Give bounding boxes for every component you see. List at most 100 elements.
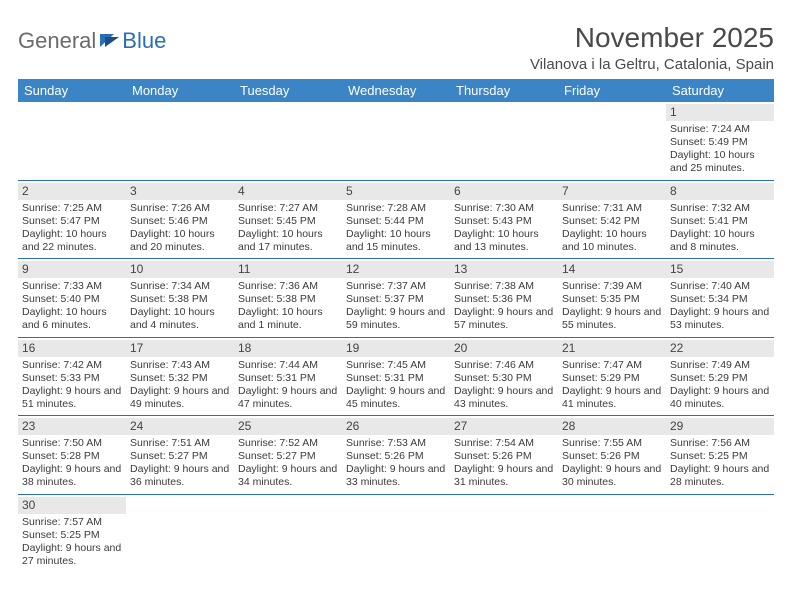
sunrise-line: Sunrise: 7:24 AM — [670, 123, 770, 136]
sunrise-line: Sunrise: 7:31 AM — [562, 202, 662, 215]
empty-cell — [234, 494, 342, 572]
daylight-line: Daylight: 9 hours and 47 minutes. — [238, 385, 338, 411]
daylight-line: Daylight: 10 hours and 8 minutes. — [670, 228, 770, 254]
daylight-line: Daylight: 9 hours and 43 minutes. — [454, 385, 554, 411]
day-cell: 3Sunrise: 7:26 AMSunset: 5:46 PMDaylight… — [126, 180, 234, 259]
sunrise-line: Sunrise: 7:30 AM — [454, 202, 554, 215]
day-cell: 2Sunrise: 7:25 AMSunset: 5:47 PMDaylight… — [18, 180, 126, 259]
month-title: November 2025 — [530, 22, 774, 54]
daylight-line: Daylight: 9 hours and 40 minutes. — [670, 385, 770, 411]
calendar-row: 16Sunrise: 7:42 AMSunset: 5:33 PMDayligh… — [18, 337, 774, 416]
sunset-line: Sunset: 5:46 PM — [130, 215, 230, 228]
day-cell: 29 Sunrise: 7:56 AMSunset: 5:25 PMDayligh… — [666, 416, 774, 495]
daylight-line: Daylight: 10 hours and 25 minutes. — [670, 149, 770, 175]
sunrise-line: Sunrise: 7:55 AM — [562, 437, 662, 450]
sunrise-line: Sunrise: 7:34 AM — [130, 280, 230, 293]
day-cell: 28Sunrise: 7:55 AMSunset: 5:26 PMDayligh… — [558, 416, 666, 495]
daylight-line: Daylight: 10 hours and 4 minutes. — [130, 306, 230, 332]
sunrise-line: Sunrise: 7:36 AM — [238, 280, 338, 293]
sunset-line: Sunset: 5:37 PM — [346, 293, 446, 306]
calendar-row: 2Sunrise: 7:25 AMSunset: 5:47 PMDaylight… — [18, 180, 774, 259]
day-number: 29 — [666, 418, 774, 435]
sunset-line: Sunset: 5:44 PM — [346, 215, 446, 228]
day-cell: 21Sunrise: 7:47 AMSunset: 5:29 PMDayligh… — [558, 337, 666, 416]
sunrise-line: Sunrise: 7:56 AM — [670, 437, 770, 450]
day-number: 27 — [450, 418, 558, 435]
sunrise-line: Sunrise: 7:40 AM — [670, 280, 770, 293]
daylight-line: Daylight: 10 hours and 13 minutes. — [454, 228, 554, 254]
location: Vilanova i la Geltru, Catalonia, Spain — [530, 56, 774, 73]
daylight-line: Daylight: 10 hours and 22 minutes. — [22, 228, 122, 254]
weekday-header: Friday — [558, 79, 666, 102]
sunset-line: Sunset: 5:25 PM — [22, 529, 122, 542]
empty-cell — [18, 102, 126, 180]
day-cell: 13Sunrise: 7:38 AMSunset: 5:36 PMDayligh… — [450, 259, 558, 338]
daylight-line: Daylight: 9 hours and 41 minutes. — [562, 385, 662, 411]
daylight-line: Daylight: 9 hours and 51 minutes. — [22, 385, 122, 411]
day-number: 28 — [558, 418, 666, 435]
daylight-line: Daylight: 10 hours and 1 minute. — [238, 306, 338, 332]
day-number: 10 — [126, 261, 234, 278]
sunset-line: Sunset: 5:28 PM — [22, 450, 122, 463]
sunrise-line: Sunrise: 7:33 AM — [22, 280, 122, 293]
daylight-line: Daylight: 9 hours and 34 minutes. — [238, 463, 338, 489]
sunset-line: Sunset: 5:31 PM — [238, 372, 338, 385]
day-cell: 1Sunrise: 7:24 AMSunset: 5:49 PMDaylight… — [666, 102, 774, 180]
day-cell: 16Sunrise: 7:42 AMSunset: 5:33 PMDayligh… — [18, 337, 126, 416]
day-cell: 11Sunrise: 7:36 AMSunset: 5:38 PMDayligh… — [234, 259, 342, 338]
calendar-row: 1Sunrise: 7:24 AMSunset: 5:49 PMDaylight… — [18, 102, 774, 180]
weekday-header: Saturday — [666, 79, 774, 102]
daylight-line: Daylight: 10 hours and 15 minutes. — [346, 228, 446, 254]
empty-cell — [450, 102, 558, 180]
sunset-line: Sunset: 5:29 PM — [562, 372, 662, 385]
sunset-line: Sunset: 5:26 PM — [346, 450, 446, 463]
calendar-row: 23Sunrise: 7:50 AMSunset: 5:28 PMDayligh… — [18, 416, 774, 495]
brand-word2: Blue — [122, 28, 166, 54]
daylight-line: Daylight: 10 hours and 6 minutes. — [22, 306, 122, 332]
day-cell: 8Sunrise: 7:32 AMSunset: 5:41 PMDaylight… — [666, 180, 774, 259]
day-cell: 12Sunrise: 7:37 AMSunset: 5:37 PMDayligh… — [342, 259, 450, 338]
day-number: 26 — [342, 418, 450, 435]
sunrise-line: Sunrise: 7:46 AM — [454, 359, 554, 372]
day-cell: 10Sunrise: 7:34 AMSunset: 5:38 PMDayligh… — [126, 259, 234, 338]
daylight-line: Daylight: 9 hours and 31 minutes. — [454, 463, 554, 489]
sunrise-line: Sunrise: 7:38 AM — [454, 280, 554, 293]
day-cell: 19Sunrise: 7:45 AMSunset: 5:31 PMDayligh… — [342, 337, 450, 416]
daylight-line: Daylight: 9 hours and 38 minutes. — [22, 463, 122, 489]
day-number: 14 — [558, 261, 666, 278]
sunrise-line: Sunrise: 7:52 AM — [238, 437, 338, 450]
daylight-line: Daylight: 9 hours and 53 minutes. — [670, 306, 770, 332]
day-number: 18 — [234, 340, 342, 357]
sunset-line: Sunset: 5:31 PM — [346, 372, 446, 385]
day-cell: 26Sunrise: 7:53 AMSunset: 5:26 PMDayligh… — [342, 416, 450, 495]
daylight-line: Daylight: 9 hours and 57 minutes. — [454, 306, 554, 332]
day-number: 6 — [450, 183, 558, 200]
day-number: 20 — [450, 340, 558, 357]
daylight-line: Daylight: 10 hours and 10 minutes. — [562, 228, 662, 254]
day-number: 4 — [234, 183, 342, 200]
daylight-line: Daylight: 9 hours and 28 minutes. — [670, 463, 770, 489]
sunrise-line: Sunrise: 7:42 AM — [22, 359, 122, 372]
sunset-line: Sunset: 5:25 PM — [670, 450, 770, 463]
sunrise-line: Sunrise: 7:51 AM — [130, 437, 230, 450]
header: General Blue November 2025 Vilanova i la… — [18, 22, 774, 73]
sunrise-line: Sunrise: 7:57 AM — [22, 516, 122, 529]
weekday-row: SundayMondayTuesdayWednesdayThursdayFrid… — [18, 79, 774, 102]
day-number: 19 — [342, 340, 450, 357]
day-number: 17 — [126, 340, 234, 357]
title-block: November 2025 Vilanova i la Geltru, Cata… — [530, 22, 774, 73]
empty-cell — [126, 102, 234, 180]
daylight-line: Daylight: 9 hours and 27 minutes. — [22, 542, 122, 568]
day-number: 13 — [450, 261, 558, 278]
empty-cell — [342, 494, 450, 572]
sunset-line: Sunset: 5:30 PM — [454, 372, 554, 385]
sunset-line: Sunset: 5:47 PM — [22, 215, 122, 228]
daylight-line: Daylight: 9 hours and 33 minutes. — [346, 463, 446, 489]
day-number: 12 — [342, 261, 450, 278]
calendar-row: 30Sunrise: 7:57 AMSunset: 5:25 PMDayligh… — [18, 494, 774, 572]
sunrise-line: Sunrise: 7:27 AM — [238, 202, 338, 215]
sunset-line: Sunset: 5:43 PM — [454, 215, 554, 228]
sunrise-line: Sunrise: 7:28 AM — [346, 202, 446, 215]
weekday-header: Thursday — [450, 79, 558, 102]
sunrise-line: Sunrise: 7:47 AM — [562, 359, 662, 372]
